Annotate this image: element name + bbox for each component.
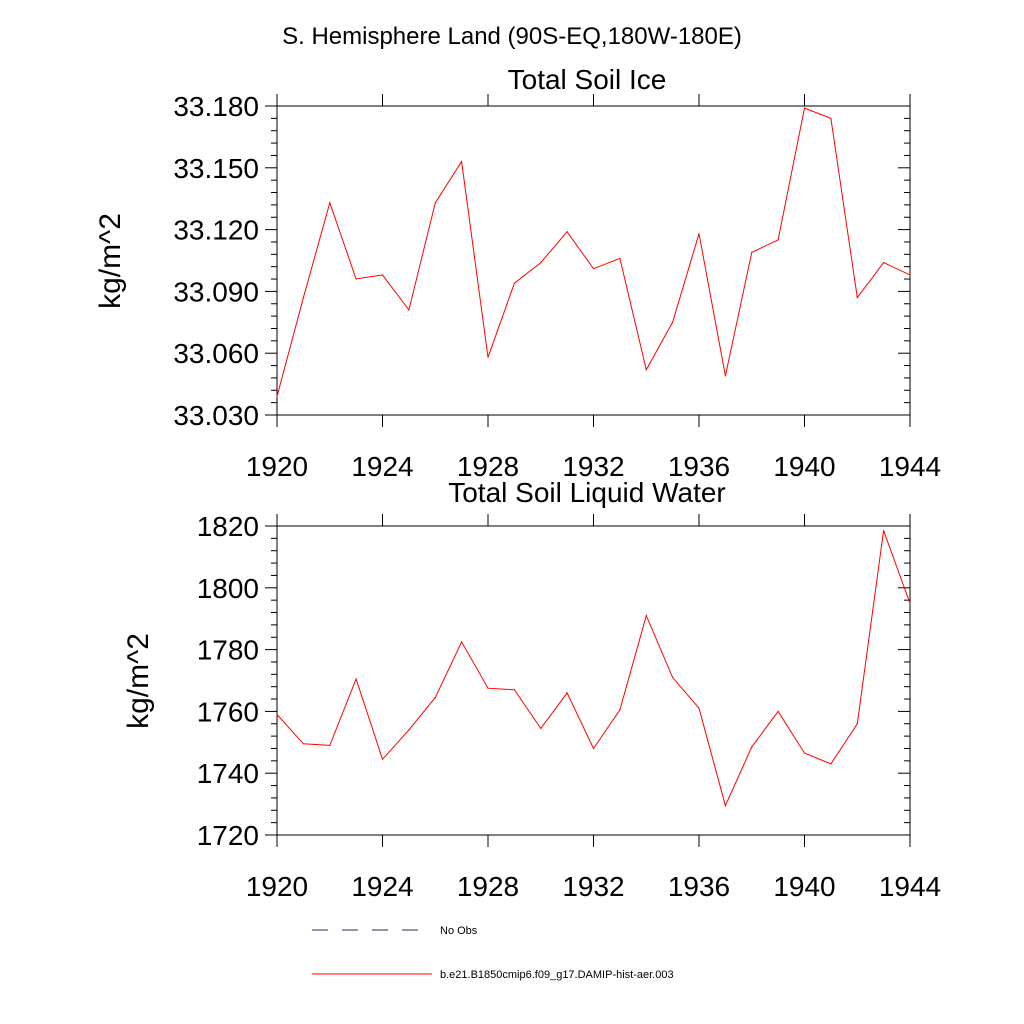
y-axis-label: kg/m^2 bbox=[122, 633, 155, 729]
data-point bbox=[302, 743, 304, 745]
data-point bbox=[434, 696, 436, 699]
data-point bbox=[381, 758, 384, 760]
legend: No Obs b.e21.B1850cmip6.f09_g17.DAMIP-hi… bbox=[312, 925, 674, 981]
y-tick-label: 33.150 bbox=[173, 153, 259, 184]
data-point bbox=[856, 297, 858, 299]
y-tick-label: 33.030 bbox=[173, 400, 259, 431]
data-point bbox=[698, 707, 700, 709]
y-tick-label: 33.060 bbox=[173, 338, 259, 369]
x-tick-label: 1944 bbox=[879, 871, 941, 902]
y-tick-label: 33.180 bbox=[173, 91, 259, 122]
data-point bbox=[619, 709, 621, 711]
data-point bbox=[830, 117, 832, 119]
data-point bbox=[329, 744, 331, 747]
panel-title: Total Soil Ice bbox=[508, 64, 667, 95]
panel-title: Total Soil Liquid Water bbox=[448, 477, 726, 508]
y-tick-label: 1740 bbox=[197, 758, 259, 789]
data-point bbox=[672, 676, 674, 679]
x-tick-label: 1940 bbox=[773, 451, 835, 482]
x-tick-label: 1924 bbox=[351, 451, 413, 482]
data-point bbox=[566, 692, 568, 694]
data-point bbox=[698, 233, 700, 235]
data-point bbox=[592, 268, 595, 270]
x-tick-label: 1932 bbox=[562, 451, 624, 482]
data-point bbox=[619, 257, 621, 259]
x-tick-label: 1920 bbox=[246, 871, 308, 902]
data-point bbox=[434, 202, 436, 204]
x-tick-label: 1924 bbox=[351, 871, 413, 902]
data-point bbox=[487, 687, 489, 689]
x-tick-label: 1944 bbox=[879, 451, 941, 482]
x-tick-label: 1928 bbox=[457, 871, 519, 902]
data-point bbox=[672, 321, 674, 323]
x-tick-label: 1936 bbox=[668, 871, 730, 902]
data-point bbox=[276, 713, 278, 716]
data-point bbox=[777, 239, 779, 241]
data-point bbox=[909, 602, 911, 604]
data-point bbox=[355, 678, 357, 680]
x-tick-label: 1936 bbox=[668, 451, 730, 482]
data-point bbox=[724, 375, 727, 377]
data-point bbox=[856, 723, 858, 725]
data-point bbox=[592, 747, 595, 750]
legend-model-label: b.e21.B1850cmip6.f09_g17.DAMIP-hist-aer.… bbox=[440, 969, 674, 981]
data-point bbox=[355, 278, 357, 280]
data-point bbox=[540, 262, 542, 264]
x-tick-label: 1920 bbox=[246, 451, 308, 482]
data-point bbox=[803, 107, 806, 109]
plot-frame bbox=[276, 105, 911, 416]
data-point bbox=[408, 729, 410, 731]
y-tick-label: 1760 bbox=[197, 696, 259, 727]
data-point bbox=[540, 727, 542, 730]
data-point bbox=[329, 202, 331, 204]
data-point bbox=[751, 746, 753, 748]
data-point bbox=[883, 262, 885, 264]
data-point bbox=[276, 395, 278, 398]
data-point bbox=[883, 530, 885, 532]
data-point bbox=[830, 763, 832, 765]
data-point bbox=[645, 615, 647, 617]
data-point bbox=[513, 282, 516, 284]
data-point bbox=[751, 251, 753, 253]
panel-total-soil-ice: Total Soil Ice kg/m^2 1920 1924 1928 1932 19… bbox=[94, 64, 941, 482]
y-axis-label: kg/m^2 bbox=[94, 213, 127, 309]
data-point bbox=[803, 752, 806, 754]
data-point bbox=[461, 641, 463, 643]
y-tick-label: 33.090 bbox=[173, 276, 259, 307]
data-point bbox=[302, 297, 304, 299]
y-tick-label: 1720 bbox=[197, 820, 259, 851]
x-tick-label: 1940 bbox=[773, 871, 835, 902]
data-point bbox=[487, 356, 489, 358]
main-title: S. Hemisphere Land (90S-EQ,180W-180E) bbox=[282, 23, 742, 50]
legend-no-obs-label: No Obs bbox=[440, 925, 478, 937]
data-point bbox=[461, 161, 463, 163]
series-line bbox=[276, 530, 911, 808]
data-point bbox=[566, 231, 568, 233]
data-point bbox=[513, 689, 516, 691]
data-point bbox=[408, 309, 410, 311]
y-tick-label: 1800 bbox=[197, 573, 259, 604]
data-point bbox=[724, 805, 727, 807]
series-line bbox=[276, 107, 911, 397]
data-point bbox=[381, 274, 384, 276]
y-tick-label: 1820 bbox=[197, 511, 259, 542]
x-tick-label: 1932 bbox=[562, 871, 624, 902]
x-tick-label: 1928 bbox=[457, 451, 519, 482]
data-point bbox=[777, 710, 779, 713]
panel-total-soil-liquid-water: Total Soil Liquid Water kg/m^2 1920 1924 1… bbox=[122, 477, 941, 902]
data-point bbox=[909, 274, 911, 276]
y-tick-label: 1780 bbox=[197, 635, 259, 666]
data-point bbox=[645, 369, 647, 371]
y-tick-label: 33.120 bbox=[173, 215, 259, 246]
plot-frame bbox=[276, 525, 911, 836]
